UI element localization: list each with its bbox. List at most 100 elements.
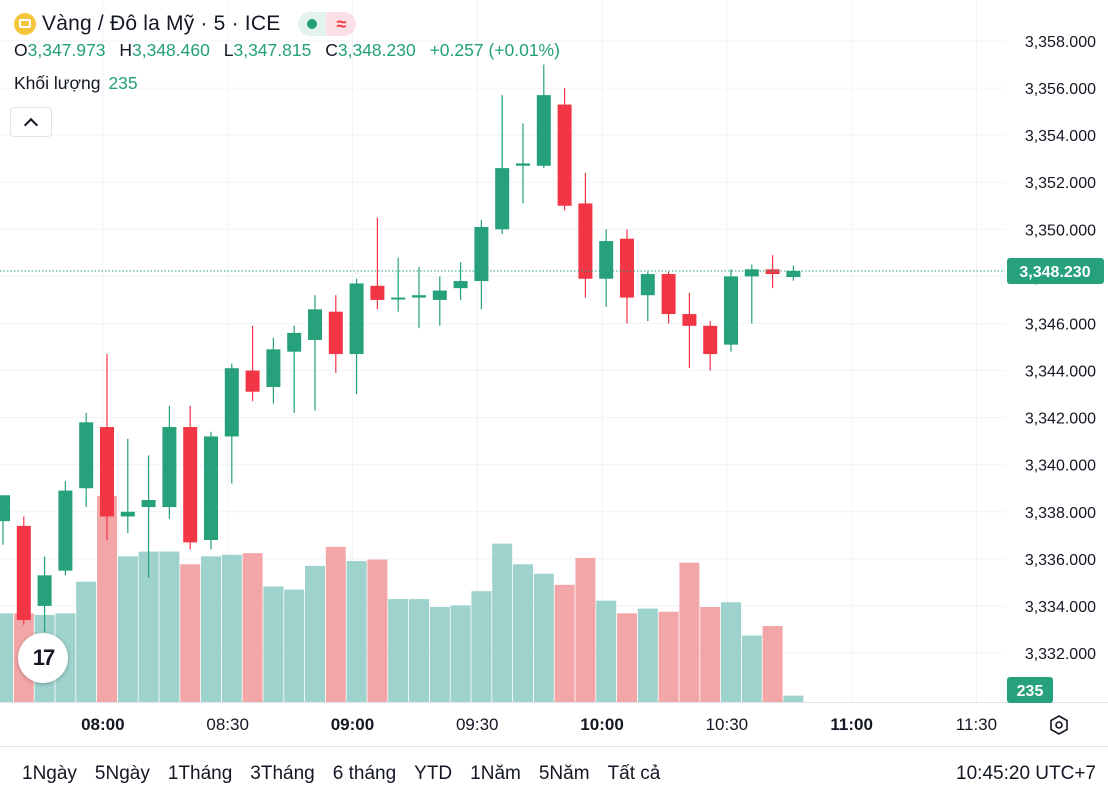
collapse-legend-button[interactable] [10, 107, 52, 137]
gold-bar-icon [14, 13, 36, 35]
time-axis-label[interactable]: 08:30 [206, 715, 249, 734]
candle-body[interactable] [287, 332, 302, 352]
candle-body[interactable] [599, 241, 614, 279]
volume-bar [346, 561, 367, 702]
candle-body[interactable] [0, 495, 10, 522]
price-axis-label[interactable]: 3,336.000 [1025, 552, 1096, 569]
volume-bar [367, 559, 388, 702]
tv-logo-icon[interactable]: 17 [18, 633, 68, 683]
market-open-icon[interactable] [298, 12, 327, 36]
delayed-data-icon[interactable]: ≈ [326, 12, 357, 36]
candle-body[interactable] [453, 281, 468, 289]
candle-body[interactable] [786, 270, 801, 278]
candle-body[interactable] [224, 368, 239, 437]
candle-body[interactable] [391, 297, 406, 300]
price-axis-label[interactable]: 3,338.000 [1025, 505, 1096, 522]
time-axis-label[interactable]: 10:30 [706, 715, 749, 734]
candle-body[interactable] [765, 269, 780, 275]
price-axis-label[interactable]: 3,356.000 [1025, 81, 1096, 98]
price-axis-label[interactable]: 3,352.000 [1025, 175, 1096, 192]
range-6-month[interactable]: 6 tháng [332, 763, 397, 784]
price-axis-label[interactable]: 3,334.000 [1025, 599, 1096, 616]
candle-body[interactable] [432, 290, 447, 300]
range-5-day[interactable]: 5Ngày [94, 763, 150, 784]
chevron-up-icon [23, 117, 39, 132]
price-axis-label[interactable]: 3,332.000 [1025, 646, 1096, 663]
time-axis-label[interactable]: 11:00 [830, 715, 873, 734]
time-axis-label[interactable]: 08:00 [81, 715, 124, 734]
market-status-pill[interactable]: ≈ [298, 12, 357, 36]
price-axis-label[interactable]: 3,340.000 [1025, 458, 1096, 475]
candle-body[interactable] [245, 370, 260, 392]
volume-bar [762, 626, 783, 702]
volume-bar [533, 573, 554, 702]
candle-body[interactable] [640, 274, 655, 296]
time-axis-label[interactable]: 09:00 [331, 715, 374, 734]
settings-icon[interactable] [1046, 712, 1072, 738]
candle-body[interactable] [495, 168, 510, 230]
candle-body[interactable] [328, 311, 343, 355]
candle-body[interactable] [724, 276, 738, 345]
volume-bar [679, 562, 700, 702]
candle-body[interactable] [703, 325, 718, 355]
price-axis-label[interactable]: 3,342.000 [1025, 411, 1096, 428]
candle-body[interactable] [266, 349, 281, 388]
candle-body[interactable] [79, 422, 94, 489]
candle-body[interactable] [557, 104, 572, 206]
range-5-year[interactable]: 5Năm [538, 763, 590, 784]
volume-bar [97, 496, 117, 702]
range-all[interactable]: Tất cả [607, 763, 661, 784]
candle-body[interactable] [744, 269, 759, 277]
volume-bar [513, 564, 533, 702]
candle-body[interactable] [58, 490, 73, 571]
candle-body[interactable] [516, 163, 530, 166]
clock-timezone[interactable]: 10:45:20 UTC+7 [956, 763, 1096, 784]
candle-body[interactable] [308, 309, 322, 340]
candle-body[interactable] [682, 314, 697, 326]
range-ytd[interactable]: YTD [414, 763, 453, 784]
change-value: +0.257 (+0.01%) [429, 40, 560, 60]
time-axis-label[interactable]: 10:00 [580, 715, 623, 734]
price-axis-label[interactable]: 3,346.000 [1025, 316, 1096, 333]
candlestick-chart[interactable]: 3,358.000 3,356.000 3,354.000 3,352.000 3,35… [0, 0, 1108, 746]
high-label: H [119, 40, 132, 60]
candle-body[interactable] [370, 285, 385, 300]
low-label: L [223, 40, 234, 60]
volume-bar [201, 556, 221, 702]
candle-body[interactable] [661, 274, 676, 315]
volume-bar [242, 553, 263, 702]
price-axis-label[interactable]: 3,354.000 [1025, 128, 1096, 145]
candle-body[interactable] [536, 95, 551, 166]
candle-body[interactable] [120, 511, 135, 517]
candle-body[interactable] [349, 283, 364, 355]
symbol-title[interactable]: Vàng / Đô la Mỹ · 5 · ICE [42, 12, 281, 35]
volume-bar [409, 599, 429, 702]
time-axis-label[interactable]: 09:30 [456, 715, 499, 734]
range-1-day[interactable]: 1Ngày [22, 763, 77, 784]
candle-body[interactable] [141, 500, 156, 508]
close-value: 3,348.230 [337, 40, 416, 60]
candle-body[interactable] [412, 295, 426, 298]
candle-body[interactable] [183, 427, 198, 543]
volume-bar [658, 611, 679, 702]
candle-body[interactable] [162, 427, 177, 508]
price-axis-label[interactable]: 3,344.000 [1025, 364, 1096, 381]
price-axis-label[interactable]: 3,358.000 [1025, 34, 1096, 51]
candle-body[interactable] [474, 226, 489, 282]
volume-bar [700, 607, 721, 702]
range-3-month[interactable]: 3Tháng [250, 763, 315, 784]
time-axis-label[interactable]: 11:30 [956, 715, 997, 734]
candle-body[interactable] [620, 238, 634, 298]
close-label: C [325, 40, 338, 60]
candle-body[interactable] [100, 427, 114, 517]
candle-body[interactable] [16, 525, 31, 621]
high-value: 3,348.460 [132, 40, 210, 60]
candle-body[interactable] [37, 575, 52, 606]
range-1-year[interactable]: 1Năm [470, 763, 521, 784]
candle-body[interactable] [578, 203, 593, 279]
volume-bar [721, 602, 741, 702]
candle-body[interactable] [204, 436, 218, 541]
volume-label: Khối lượng [14, 73, 101, 93]
price-axis-label[interactable]: 3,350.000 [1025, 222, 1096, 239]
range-1-month[interactable]: 1Tháng [167, 763, 233, 784]
